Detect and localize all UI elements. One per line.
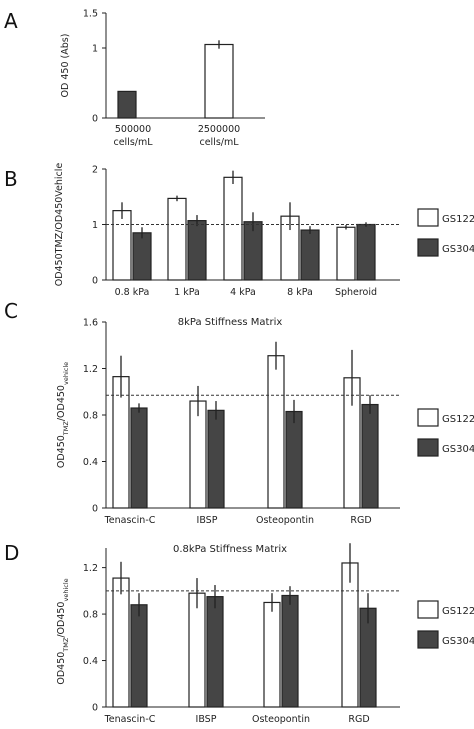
bar-gs304 <box>361 403 379 509</box>
category-label: IBSP <box>196 714 217 725</box>
bar-gs304 <box>132 232 152 281</box>
panel-letter: A <box>4 9 18 33</box>
y-tick-label: 0 <box>92 504 98 515</box>
y-tick-label: 1.2 <box>83 364 98 375</box>
y-tick-label: 0.4 <box>83 457 98 468</box>
y-tick-label: 2 <box>92 165 98 176</box>
bar-gs122 <box>267 355 285 509</box>
category-label: Osteopontin <box>252 714 310 725</box>
category-label: RGD <box>350 515 371 526</box>
bar-gs122 <box>189 400 207 509</box>
legend-swatch <box>417 630 439 649</box>
y-axis-label: OD450TMZ/OD450vehicle <box>56 578 70 684</box>
panel-letter: D <box>4 541 19 565</box>
bar-gs122 <box>263 601 281 708</box>
category-label: 4 kPa <box>230 287 256 298</box>
legend-label: GS304 <box>442 636 474 647</box>
category-label: 500000 <box>115 124 151 135</box>
legend-swatch <box>417 238 439 257</box>
category-label: 0.8 kPa <box>115 287 150 298</box>
category-label: Tenascin-C <box>104 714 156 725</box>
y-tick-label: 0 <box>92 276 98 287</box>
legend-label: GS122 <box>442 606 474 617</box>
category-label: cells/mL <box>113 137 153 148</box>
category-label: Tenascin-C <box>104 515 156 526</box>
category-label: Spheroid <box>335 287 377 298</box>
bar-gs304 <box>285 410 303 509</box>
bar-gs122 <box>167 197 187 281</box>
y-axis-label: OD450TMZ/OD450vehicle <box>56 362 70 468</box>
panel-letter: C <box>4 299 18 323</box>
legend-label: GS304 <box>442 444 474 455</box>
y-tick-label: 1.5 <box>83 9 98 20</box>
category-label: cells/mL <box>199 137 239 148</box>
panel-d: D 0.8kPa Stiffness Matrix 0 0.4 0.8 1.2 Tenasc… <box>4 541 474 725</box>
bar-gs122 <box>112 210 132 281</box>
y-axis-label: OD 450 (Abs) <box>60 34 71 98</box>
chart-title: 8kPa Stiffness Matrix <box>178 317 283 328</box>
bar-gs304 <box>356 223 376 281</box>
category-label: Osteopontin <box>256 515 314 526</box>
bar-gs304 <box>300 229 320 281</box>
y-tick-label: 0.8 <box>83 610 98 621</box>
legend-swatch <box>417 438 439 457</box>
category-label: 1 kPa <box>174 287 200 298</box>
legend-swatch <box>417 408 439 427</box>
chart-title: 0.8kPa Stiffness Matrix <box>173 544 287 555</box>
bar-gs122 <box>223 176 243 281</box>
bar-gs304 <box>187 220 207 281</box>
y-tick-label: 1.2 <box>83 563 98 574</box>
bar-gs122 <box>188 592 206 708</box>
category-label: RGD <box>348 714 369 725</box>
panel-a: A 0 1 1.5 500000 cells/mL 2500000 cells/mL OD 45… <box>4 9 265 148</box>
y-tick-label: 0.8 <box>83 411 98 422</box>
bar-gs304 <box>281 594 299 708</box>
bar-gs122 <box>112 577 130 708</box>
y-tick-label: 1 <box>92 220 98 231</box>
bar <box>204 43 234 119</box>
bar-gs304 <box>130 407 148 509</box>
bar-gs304 <box>130 604 148 708</box>
bar-gs122 <box>336 226 356 281</box>
y-tick-label: 1 <box>92 44 98 55</box>
bar-gs304 <box>206 596 224 708</box>
y-axis-label: OD450TMZ/OD450Vehicle <box>54 163 65 287</box>
category-label: 2500000 <box>198 124 240 135</box>
bar-gs304 <box>207 409 225 509</box>
legend-label: GS122 <box>442 414 474 425</box>
legend-swatch <box>417 600 439 619</box>
bar-gs122 <box>341 562 359 708</box>
y-tick-label: 0 <box>92 703 98 714</box>
y-tick-label: 0.4 <box>83 656 98 667</box>
category-label: IBSP <box>197 515 218 526</box>
legend-swatch <box>417 208 439 227</box>
category-label: 8 kPa <box>287 287 313 298</box>
legend-label: GS122 <box>442 214 474 225</box>
y-tick-label: 1.6 <box>83 318 98 329</box>
bar <box>117 90 137 119</box>
panel-letter: B <box>4 167 18 191</box>
panel-b: B 0 1 2 0.8 kPa 1 kPa 4 kPa 8 kPa Spheroid GS122 G… <box>4 163 474 298</box>
legend-label: GS304 <box>442 244 474 255</box>
panel-c: C 8kPa Stiffness Matrix 0 0.4 0.8 1.2 1.6 Tenas… <box>4 299 474 526</box>
y-tick-label: 0 <box>92 114 98 125</box>
